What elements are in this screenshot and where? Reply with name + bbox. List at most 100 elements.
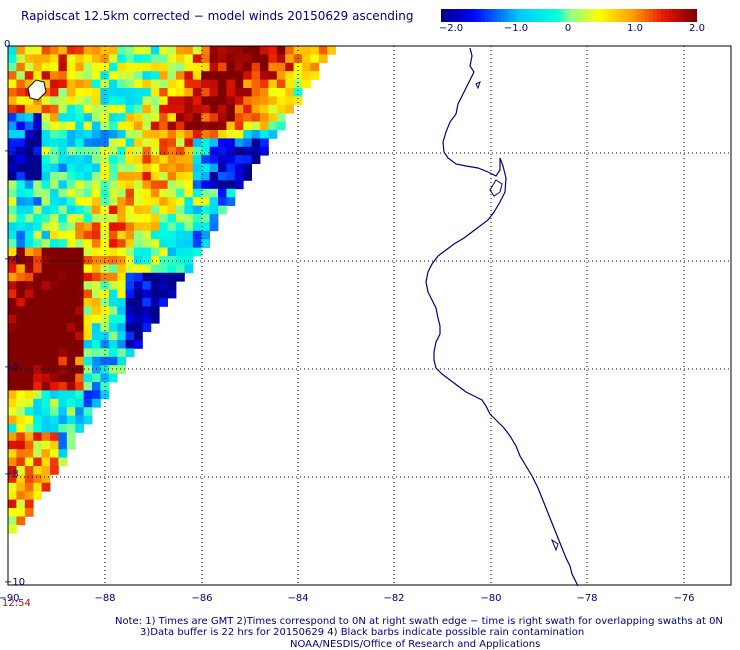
swath-cell [8,256,17,265]
swath-cell [58,407,68,416]
swath-cell [134,130,143,139]
swath-cell [83,264,93,274]
swath-cell [58,96,68,106]
swath-cell [58,180,68,190]
colorbar-swatch [681,9,686,22]
swath-cell [75,222,84,232]
swath-cell [184,79,194,89]
swath-cell [100,155,110,164]
swath-cell [24,71,34,80]
swath-cell [117,247,126,257]
swath-cell [192,71,202,80]
swath-cell [41,222,51,232]
swath-cell [83,121,93,131]
coastline [425,47,579,587]
swath-cell [83,230,93,240]
swath-cell [192,163,202,173]
swath-cell [24,314,34,324]
swath-cell [33,264,42,274]
swath-cell [108,264,118,274]
swath-cell [41,340,51,349]
swath-cell [24,449,34,458]
x-tick-label: −90 [0,593,20,604]
swath-cell [125,340,135,349]
swath-cell [159,46,168,55]
swath-cell [50,398,59,408]
swath-cell [218,197,227,206]
swath-cell [176,172,185,181]
swath-cell [41,289,51,299]
swath-cell [33,180,42,190]
swath-cell [50,323,59,332]
swath-cell [234,113,244,122]
colorbar-swatch [441,9,446,22]
swath-cell [176,247,185,257]
swath-cell [8,348,17,358]
swath-cell [16,440,26,450]
swath-cell [251,121,261,131]
swath-cell [201,121,210,131]
swath-cell [58,222,68,232]
swath-cell [66,46,76,55]
colorbar-swatch [673,9,678,22]
swath-cell [142,113,152,122]
swath-cell [125,163,135,173]
swath-cell [285,71,294,80]
x-tick-label: −88 [94,593,116,604]
swath-cell [134,96,143,106]
swath-cell [243,96,252,106]
swath-cell [100,172,110,181]
swath-cell [16,113,26,122]
swath-cell [150,188,160,198]
swath-cell [92,222,101,232]
swath-cell [117,79,126,89]
swath-cell [8,138,17,148]
swath-cell [150,289,160,299]
swath-cell [92,390,101,400]
swath-cell [8,96,17,106]
swath-cell [16,180,26,190]
swath-cell [92,264,101,274]
swath-cell [83,272,93,282]
swath-cell [58,121,68,131]
swath-cell [66,373,76,383]
swath-cell [24,79,34,89]
swath-cell [75,230,84,240]
swath-cell [50,373,59,383]
swath-cell [66,424,76,433]
swath-cell [218,113,227,122]
swath-cell [16,247,26,257]
swath-cell [285,88,294,97]
swath-cell [209,188,219,198]
x-tick-label: −84 [287,593,309,604]
swath-cell [125,104,135,114]
swath-cell [251,138,261,148]
swath-cell [92,130,101,139]
swath-cell [159,71,168,80]
swath-cell [66,272,76,282]
swath-cell [50,356,59,366]
swath-cell [159,289,168,299]
swath-cell [41,79,51,89]
swath-cell [16,407,26,416]
swath-cell [310,46,320,55]
swath-cell [92,256,101,265]
swath-cell [150,298,160,307]
swath-cell [134,54,143,64]
swath-cell [209,222,219,232]
colorbar-swatch [645,9,650,22]
swath-cell [167,163,177,173]
swath-cell [234,46,244,55]
swath-time-label: 12:54 [2,598,31,609]
swath-cell [50,331,59,341]
swath-cell [218,71,227,80]
swath-cell [33,449,42,458]
swath-cell [108,314,118,324]
swath-cell [8,62,17,72]
swath-cell [150,180,160,190]
swath-cell [50,298,59,307]
swath-cell [24,155,34,164]
swath-cell [33,130,42,139]
swath-cell [125,348,135,358]
swath-cell [92,172,101,181]
